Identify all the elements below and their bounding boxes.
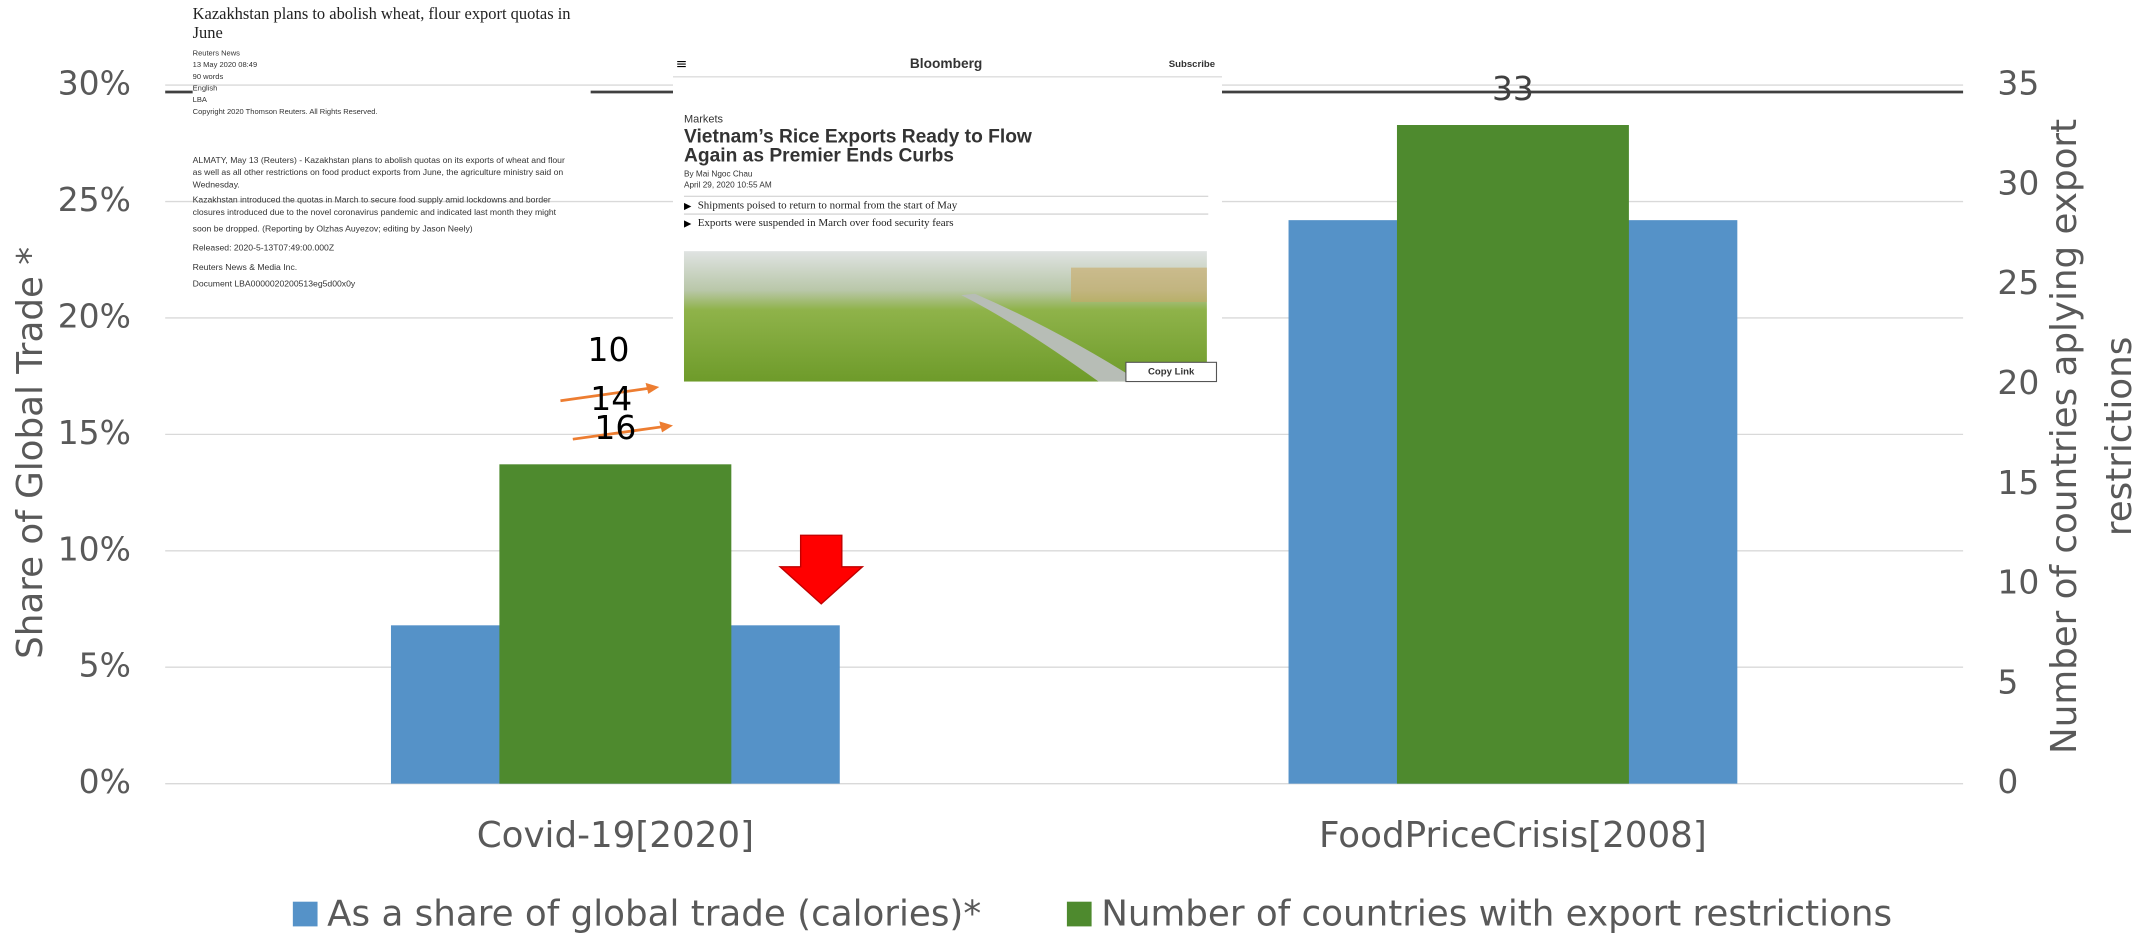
bullet-marker: ▶ (684, 201, 692, 212)
y2-axis-title: Number of countries aplying export (2044, 119, 2085, 754)
down-arrow (778, 534, 865, 605)
article-meta: English (193, 84, 218, 93)
y-tick-label: 20% (58, 296, 131, 335)
y2-axis-title: restrictions (2099, 337, 2140, 537)
legend-swatch (1066, 901, 1092, 927)
reuters-article: Kazakhstan plans to abolish wheat, flour… (193, 4, 571, 288)
bullet-marker: ▶ (684, 219, 692, 230)
photo-canal (961, 293, 1140, 382)
legend-swatch (292, 901, 318, 927)
article-body: Kazakhstan introduced the quotas in Marc… (193, 195, 551, 205)
arrow-head (645, 382, 660, 394)
y2-tick-label: 0 (1997, 762, 2018, 801)
menu-icon: ≡ (676, 57, 688, 73)
article-title: June (193, 23, 223, 42)
annotation: 10 (588, 330, 630, 369)
annotation: 14 (590, 379, 632, 418)
y-tick-label: 0% (79, 762, 131, 801)
article-meta: Copyright 2020 Thomson Reuters. All Righ… (193, 107, 378, 116)
y-tick-label: 15% (58, 413, 131, 452)
y2-tick-label: 15 (1997, 463, 2039, 502)
subscribe-link[interactable]: Subscribe (1169, 59, 1215, 70)
article-body: soon be dropped. (Reporting by Olzhas Au… (193, 223, 473, 233)
headline: Again as Premier Ends Curbs (684, 146, 954, 167)
legend-label: Number of countries with export restrict… (1101, 893, 1892, 934)
y2-tick-label: 5 (1997, 662, 2018, 701)
date: April 29, 2020 10:55 AM (684, 180, 772, 189)
y2-tick-label: 10 (1997, 563, 2039, 602)
bar (499, 464, 732, 784)
plot-area: 0% 5% 10% 15% 20% 25% 30% 0 5 10 15 20 25 30 35 Covid-1… (58, 64, 2040, 857)
y-tick-label: 10% (58, 529, 131, 568)
section: Markets (684, 113, 724, 125)
article-body: as well as all other restrictions on foo… (193, 167, 564, 177)
copy-link-button[interactable] (1125, 361, 1218, 383)
y2-tick-label: 20 (1997, 363, 2039, 402)
copy-link[interactable]: Copy Link (1148, 366, 1195, 377)
headline: Vietnam’s Rice Exports Ready to Flow (684, 126, 1032, 147)
arrow-head (659, 421, 674, 433)
x-tick-label: FoodPriceCrisis[2008] (1319, 815, 1707, 856)
data-label: 33 (1492, 69, 1534, 108)
article-body: Reuters News & Media Inc. (193, 262, 298, 272)
legend-label: As a share of global trade (calories)* (327, 893, 981, 934)
article-meta: 90 words (193, 72, 224, 81)
y2-tick-label: 25 (1997, 263, 2039, 302)
x-tick-label: Covid-19[2020] (477, 815, 754, 856)
arrow (572, 425, 663, 441)
bullet: Shipments poised to return to normal fro… (698, 199, 958, 211)
article-body: Wednesday. (193, 180, 240, 190)
y2-tick-label: 30 (1997, 163, 2039, 202)
article-body: ALMATY, May 13 (Reuters) - Kazakhstan pl… (193, 155, 565, 165)
brand: Bloomberg (910, 56, 982, 71)
article-body: Released: 2020-5-13T07:49:00.000Z (193, 243, 334, 253)
byline: By Mai Ngoc Chau (684, 169, 753, 178)
bullet: Exports were suspended in March over foo… (698, 217, 954, 229)
arrow (560, 387, 649, 403)
y2-tick-label: 35 (1997, 64, 2039, 103)
bar (1396, 125, 1629, 784)
photo-field (1071, 267, 1207, 302)
article-meta: Reuters News (193, 49, 241, 58)
article-body: closures introduced due to the novel cor… (193, 207, 557, 217)
article-body: Document LBA0000020200513eg5d00x0y (193, 278, 356, 288)
y-tick-label: 30% (58, 64, 131, 103)
y-axis-title: Share of Global Trade * (10, 247, 51, 659)
y-tick-label: 25% (58, 180, 131, 219)
article-meta: LBA (193, 95, 208, 104)
article-meta: 13 May 2020 08:49 (193, 60, 257, 69)
article-title: Kazakhstan plans to abolish wheat, flour… (193, 4, 571, 23)
y-tick-label: 5% (79, 646, 131, 685)
annotation: 16 (594, 408, 636, 447)
